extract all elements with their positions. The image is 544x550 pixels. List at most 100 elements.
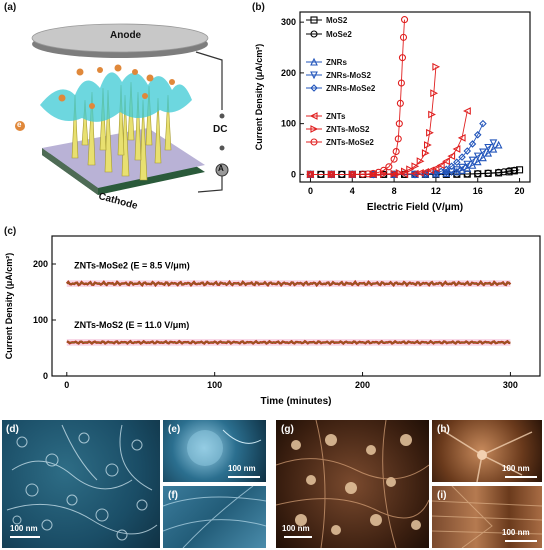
data-point (399, 33, 408, 41)
legend-label: ZNRs-MoSe2 (326, 84, 376, 93)
data-point (390, 155, 398, 163)
sem-image-e (163, 420, 266, 482)
series-znts-mose2 (65, 279, 512, 288)
x-tick-label-c: 0 (64, 380, 69, 390)
anode-plate (31, 23, 209, 53)
data-point (430, 89, 439, 98)
data-point (510, 166, 518, 174)
micrograph-e-label: (e) (168, 424, 181, 435)
legend-label: ZNTs (326, 112, 346, 121)
plot-frame-b (299, 11, 531, 183)
mose2-sheets (40, 72, 192, 122)
data-point (468, 140, 477, 148)
scale-text-i: 100 nm (502, 528, 530, 537)
field-emission-schematic (15, 23, 229, 195)
data-point (484, 148, 493, 157)
sem-image-d (2, 420, 160, 548)
data-point (452, 167, 461, 176)
panel-c-label: (c) (4, 226, 17, 237)
ammeter-label: A (218, 164, 224, 173)
data-point (484, 143, 493, 152)
data-point (426, 128, 434, 137)
data-point (423, 141, 432, 149)
data-point (452, 145, 461, 153)
legend-label: ZNRs-MoS2 (326, 71, 371, 80)
data-point (495, 168, 503, 176)
data-point (395, 120, 403, 128)
panel-b-label: (b) (252, 2, 265, 13)
data-point (385, 163, 393, 171)
data-point (428, 110, 436, 119)
y-tick-label-c: 100 (33, 315, 48, 325)
scale-text-g: 100 nm (282, 524, 310, 533)
data-point (453, 158, 461, 166)
data-point (447, 152, 456, 161)
series-line-overlay (66, 281, 511, 286)
afm-nanostructures-h (441, 429, 533, 482)
data-point (431, 164, 440, 173)
data-point (468, 156, 477, 165)
electron-legend-icon (15, 121, 25, 131)
afm-nanostructures-i (432, 486, 542, 548)
data-point (447, 162, 456, 171)
data-point (400, 167, 409, 176)
cathode-substrate-side (42, 148, 98, 195)
legend-entry: ZNTs (306, 112, 346, 121)
electron-particles (58, 64, 175, 109)
x-tick-label-b: 20 (515, 186, 525, 196)
series-annotation: ZNTs-MoS2 (E = 11.0 V/μm) (74, 320, 189, 330)
data-point (484, 169, 492, 177)
data-point (421, 149, 430, 157)
micrograph-h-label: (h) (437, 424, 450, 435)
data-point (457, 133, 466, 142)
data-point (406, 165, 415, 174)
scalebar-i (505, 540, 537, 542)
micrograph-d-label: (d) (6, 424, 19, 435)
legend-label: MoS2 (326, 16, 348, 25)
legend-label: ZNTs-MoS2 (326, 125, 370, 134)
x-tick-label-b: 16 (473, 186, 483, 196)
data-point (426, 166, 435, 175)
legend-entry: MoS2 (306, 16, 348, 25)
sem-nanostructures-e (187, 429, 262, 466)
series-line-overlay (66, 340, 511, 344)
data-point (500, 168, 508, 176)
data-point (463, 107, 471, 115)
sem-image-f (163, 486, 266, 548)
x-axis-label-b: Electric Field (V/μm) (367, 202, 463, 213)
sem-nanostructures-d (6, 424, 158, 541)
series-znts-mos2 (66, 339, 511, 346)
x-tick-label-b: 4 (350, 186, 355, 196)
legend-entry: ZNTs-MoSe2 (306, 138, 374, 147)
data-point (380, 166, 388, 174)
data-point (390, 169, 399, 178)
y-tick-label-b: 0 (291, 169, 296, 179)
data-point (369, 169, 377, 177)
micrograph-g-label: (g) (281, 424, 294, 435)
x-tick-label-c: 300 (503, 380, 518, 390)
data-point (473, 131, 482, 139)
data-point (396, 99, 404, 107)
scalebar-g (284, 536, 312, 538)
data-point (474, 170, 482, 178)
y-tick-label-b: 200 (281, 68, 296, 78)
data-point (489, 139, 498, 148)
data-point (415, 168, 424, 177)
sem-nanostructures-f (163, 486, 266, 548)
legend-entry: ZNTs-MoS2 (306, 125, 370, 134)
x-tick-label-b: 8 (392, 186, 397, 196)
data-point (400, 16, 409, 24)
panel-a-label: (a) (4, 2, 17, 13)
y-axis-label-b: Current Density (μA/cm²) (254, 44, 264, 151)
legend-marker (309, 112, 318, 120)
data-point (395, 168, 404, 177)
x-tick-label-c: 100 (207, 380, 222, 390)
data-point (421, 167, 430, 176)
legend-marker (310, 57, 318, 66)
legend-entry: ZNRs-MoS2 (306, 71, 371, 80)
circuit-wire-top (195, 51, 223, 110)
legend-marker (310, 84, 318, 92)
legend-marker (310, 138, 318, 146)
data-point (364, 170, 372, 178)
data-point (397, 79, 405, 87)
